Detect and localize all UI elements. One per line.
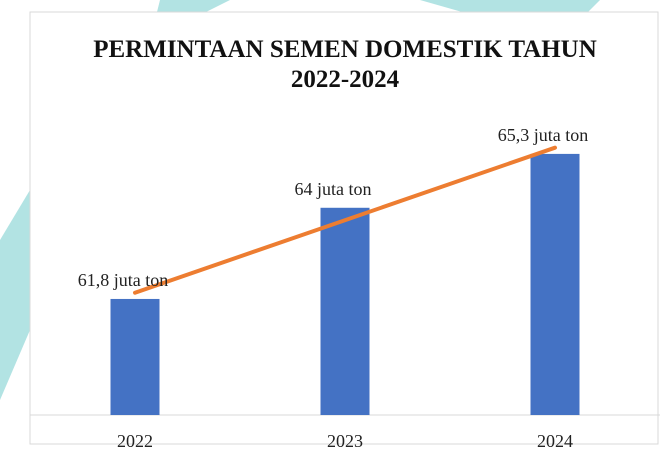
bar [320,207,370,415]
bar [530,153,580,415]
decor [0,190,30,400]
value-label: 61,8 juta ton [77,269,169,290]
value-label: 64 juta ton [294,178,372,199]
trendline [133,145,557,295]
chart-title: PERMINTAAN SEMEN DOMESTIK TAHUN 2022-202… [93,36,597,93]
bar [110,298,160,415]
x-tick-label: 2023 [327,431,363,451]
value-label: 65,3 juta ton [497,124,589,145]
x-tick-label: 2024 [537,431,573,451]
x-tick-label: 2022 [117,431,153,451]
